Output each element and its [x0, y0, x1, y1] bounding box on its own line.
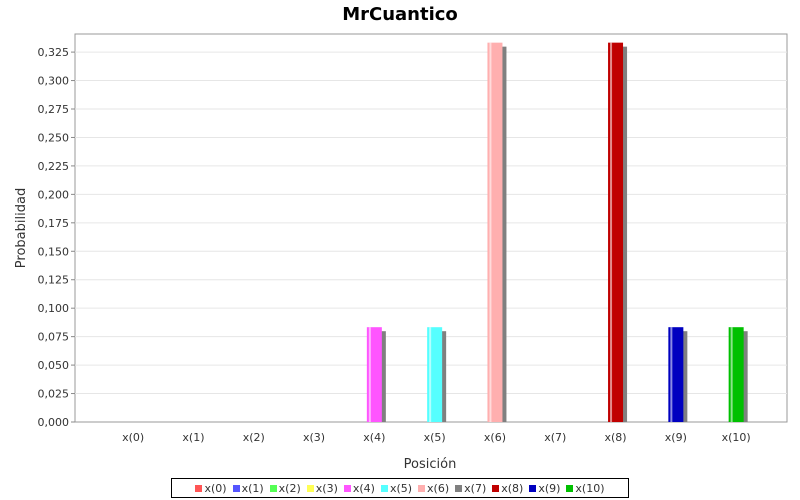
bar-highlight: [489, 42, 492, 422]
chart-title: MrCuantico: [342, 4, 458, 25]
y-tick-label: 0,050: [38, 359, 70, 372]
legend-item: x(6): [418, 482, 449, 495]
y-tick-label: 0,075: [38, 331, 70, 344]
legend-item: x(8): [492, 482, 523, 495]
legend-item: x(10): [566, 481, 605, 495]
y-tick-label: 0,275: [38, 103, 70, 116]
y-tick-label: 0,325: [38, 46, 70, 59]
x-axis-label: Posición: [404, 457, 457, 472]
x-tick-label: x(1): [182, 431, 204, 444]
legend-label: x(8): [501, 481, 524, 495]
x-tick-label: x(0): [122, 431, 144, 444]
y-axis-label: Probabilidad: [14, 188, 29, 268]
y-tick-label: 0,000: [38, 416, 70, 429]
y-tick-label: 0,225: [38, 160, 70, 173]
legend-swatch: [492, 484, 500, 492]
gridlines: [75, 51, 787, 395]
legend-label: x(5): [389, 481, 413, 495]
legend-item: x(5): [380, 481, 413, 495]
x-tick-label: x(5): [424, 431, 446, 444]
y-tick-label: 0,100: [38, 302, 70, 315]
legend-label: x(2): [278, 481, 301, 495]
legend-item: x(2): [269, 481, 301, 495]
legend-swatch: [455, 484, 463, 492]
bars: [366, 42, 748, 422]
bar-highlight: [670, 327, 673, 422]
legend-label: x(3): [315, 481, 338, 495]
y-tick-label: 0,250: [38, 131, 70, 144]
legend-swatch: [566, 484, 574, 492]
x-tick-label: x(4): [363, 431, 385, 444]
legend-item: x(0): [195, 481, 227, 495]
bar-highlight: [429, 327, 432, 422]
legend-label: x(6): [427, 481, 450, 495]
legend-label: x(9): [538, 481, 561, 495]
x-tick-label: x(7): [544, 431, 566, 444]
y-tick-label: 0,150: [38, 245, 70, 258]
x-axis: x(0) x(1) x(2) x(3) x(4) x(5) x(6) x(7) x(8) x(9)…: [122, 431, 751, 444]
y-axis: 0,000 0,025 0,050 0,075 0,100 0,125 0,150 0,175…: [38, 46, 75, 429]
y-tick-label: 0,125: [38, 274, 70, 287]
legend-swatch: [195, 484, 203, 492]
x-tick-label: x(6): [484, 431, 506, 444]
y-tick-label: 0,025: [38, 388, 70, 401]
legend-item: x(3): [306, 481, 338, 495]
legend-label: x(0): [204, 481, 227, 495]
legend-swatch: [529, 484, 537, 492]
x-tick-label: x(10): [722, 431, 751, 444]
legend-swatch: [232, 484, 240, 492]
legend-swatch: [380, 484, 388, 492]
y-tick-label: 0,175: [38, 217, 70, 230]
legend: x(0) x(1) x(2) x(3) x(4) x(5) x(6) x(7) x(8) x(9)…: [171, 478, 629, 498]
legend-label: x(4): [352, 481, 375, 495]
x-tick-label: x(2): [243, 431, 265, 444]
bar-highlight: [730, 327, 733, 422]
legend-swatch: [418, 484, 426, 492]
x-tick-label: x(3): [303, 431, 325, 444]
legend-item: x(7): [455, 482, 486, 495]
x-tick-label: x(9): [665, 431, 687, 444]
y-tick-label: 0,300: [38, 75, 70, 88]
legend-item: x(4): [343, 481, 375, 495]
x-tick-label: x(8): [605, 431, 627, 444]
bar-highlight: [368, 327, 371, 422]
legend-item: x(9): [529, 482, 560, 495]
legend-label: x(10): [575, 481, 605, 495]
legend-swatch: [343, 484, 351, 492]
y-tick-label: 0,200: [38, 188, 70, 201]
legend-swatch: [269, 484, 277, 492]
legend-label: x(1): [241, 481, 264, 495]
bar-highlight: [610, 42, 613, 422]
legend-swatch: [306, 484, 314, 492]
legend-item: x(1): [232, 481, 264, 495]
legend-label: x(7): [464, 481, 487, 495]
